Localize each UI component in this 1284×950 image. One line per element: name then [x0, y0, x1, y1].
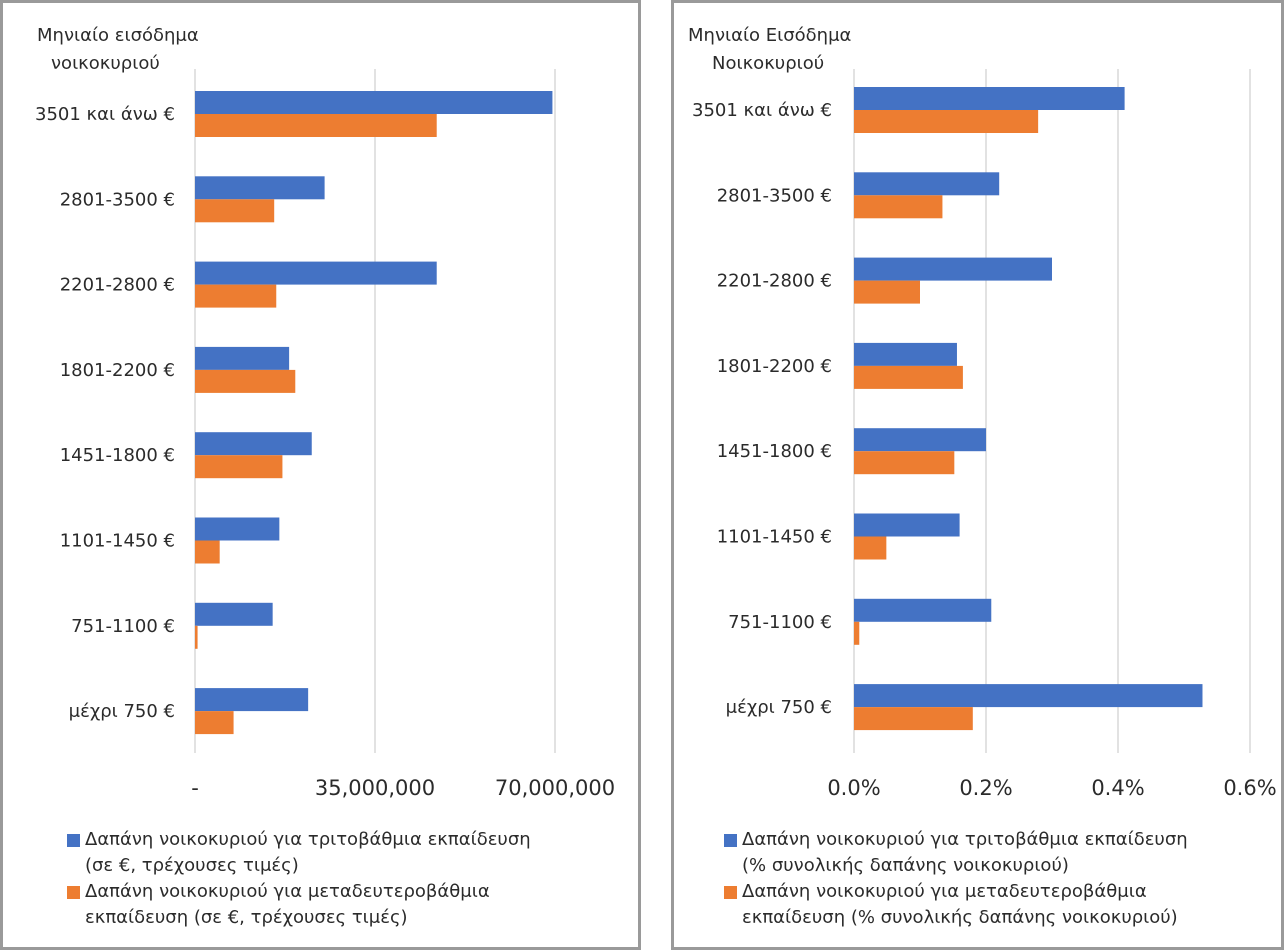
legend-entry: Δαπάνη νοικοκυριού για μεταδευτεροβάθμια… [724, 879, 1188, 931]
legend-label-line: Δαπάνη νοικοκυριού για τριτοβάθμια εκπαί… [742, 829, 1188, 850]
bar-post-secondary [195, 540, 220, 564]
category-label: 1801-2200 € [60, 360, 175, 381]
bar-post-secondary [854, 365, 963, 389]
legend-swatch [67, 886, 80, 899]
bar-post-secondary [195, 711, 234, 735]
legend-label-line: Δαπάνη νοικοκυριού για τριτοβάθμια εκπαί… [85, 829, 531, 850]
legend-amounts: Δαπάνη νοικοκυριού για τριτοβάθμια εκπαί… [67, 827, 531, 931]
category-label: μέχρι 750 € [69, 701, 175, 722]
bar-tertiary [195, 176, 325, 200]
bar-tertiary [195, 346, 290, 370]
bar-tertiary [195, 602, 273, 626]
bar-post-secondary [854, 707, 973, 731]
legend-label-line: εκπαίδευση (σε €, τρέχουσες τιμές) [85, 907, 408, 928]
category-label: 3501 και άνω € [692, 100, 832, 121]
tick-label: 70,000,000 [495, 776, 615, 800]
bar-post-secondary [195, 199, 275, 223]
category-label: 1451-1800 € [717, 441, 832, 462]
bar-post-secondary [854, 536, 887, 560]
tick-label: - [191, 776, 199, 800]
bar-post-secondary [195, 114, 437, 137]
category-label: 2201-2800 € [60, 275, 175, 296]
bar-post-secondary [854, 621, 860, 645]
bar-tertiary [195, 91, 553, 114]
tick-label: 0.6% [1223, 776, 1276, 800]
bar-tertiary [854, 172, 1000, 196]
legend-label-line: (% συνολικής δαπάνης νοικοκυριού) [742, 855, 1069, 876]
category-label: 1451-1800 € [60, 445, 175, 466]
bar-post-secondary [854, 195, 943, 219]
tick-label: 0.4% [1091, 776, 1144, 800]
legend-swatch [724, 886, 737, 899]
bar-post-secondary [195, 455, 283, 479]
bar-tertiary [195, 261, 437, 285]
bar-chart-percent: Μηνιαίο Εισόδημα Νοικοκυριού 3501 και άνω … [688, 25, 1277, 800]
axis-title-line: Νοικοκυριού [712, 53, 824, 74]
bar-tertiary [195, 517, 280, 541]
bar-tertiary [195, 432, 312, 456]
tick-label: 0.0% [827, 776, 880, 800]
bar-post-secondary [195, 625, 198, 649]
tick-label: 35,000,000 [315, 776, 435, 800]
bar-post-secondary [195, 369, 296, 393]
legend-entry: Δαπάνη νοικοκυριού για μεταδευτεροβάθμια… [67, 879, 531, 931]
category-label: 1801-2200 € [717, 356, 832, 377]
axis-title-line: Μηνιαίο Εισόδημα [688, 25, 851, 46]
axis-title-line: νοικοκυριού [51, 53, 160, 74]
category-label: 751-1100 € [728, 612, 832, 633]
category-label: μέχρι 750 € [726, 697, 832, 718]
category-label: 2801-3500 € [717, 185, 832, 206]
bar-tertiary [854, 684, 1203, 708]
bar-post-secondary [854, 110, 1039, 133]
category-label: 3501 και άνω € [35, 104, 175, 125]
legend-label-line: εκπαίδευση (% συνολικής δαπάνης νοικοκυρ… [742, 907, 1178, 928]
legend-entry: Δαπάνη νοικοκυριού για τριτοβάθμια εκπαί… [67, 827, 531, 879]
legend-swatch [724, 834, 737, 847]
chart-panel-percent: Μηνιαίο Εισόδημα Νοικοκυριού 3501 και άνω … [671, 0, 1284, 950]
bar-tertiary [854, 598, 992, 622]
axis-title-line: Μηνιαίο εισόδημα [37, 25, 199, 46]
bar-tertiary [854, 513, 960, 537]
legend-label-line: Δαπάνη νοικοκυριού για μεταδευτεροβάθμια [742, 881, 1147, 902]
category-label: 751-1100 € [71, 616, 175, 637]
category-label: 2201-2800 € [717, 271, 832, 292]
bar-tertiary [195, 688, 309, 712]
category-label: 1101-1450 € [60, 531, 175, 552]
legend-percent: Δαπάνη νοικοκυριού για τριτοβάθμια εκπαί… [724, 827, 1188, 931]
bar-chart-amounts: Μηνιαίο εισόδημα νοικοκυριού 3501 και άνω … [35, 25, 615, 800]
bar-tertiary [854, 342, 957, 366]
bar-tertiary [854, 257, 1052, 281]
legend-entry: Δαπάνη νοικοκυριού για τριτοβάθμια εκπαί… [724, 827, 1188, 879]
bar-tertiary [854, 87, 1125, 110]
bar-post-secondary [854, 451, 955, 475]
legend-label-line: Δαπάνη νοικοκυριού για μεταδευτεροβάθμια [85, 881, 490, 902]
bar-post-secondary [195, 284, 277, 308]
bar-tertiary [854, 428, 986, 452]
legend-swatch [67, 834, 80, 847]
legend-label-line: (σε €, τρέχουσες τιμές) [85, 855, 299, 876]
bar-post-secondary [854, 280, 920, 304]
category-label: 2801-3500 € [60, 189, 175, 210]
tick-label: 0.2% [959, 776, 1012, 800]
category-label: 1101-1450 € [717, 527, 832, 548]
panel-gap [641, 0, 671, 950]
chart-panel-amounts: Μηνιαίο εισόδημα νοικοκυριού 3501 και άνω … [0, 0, 641, 950]
